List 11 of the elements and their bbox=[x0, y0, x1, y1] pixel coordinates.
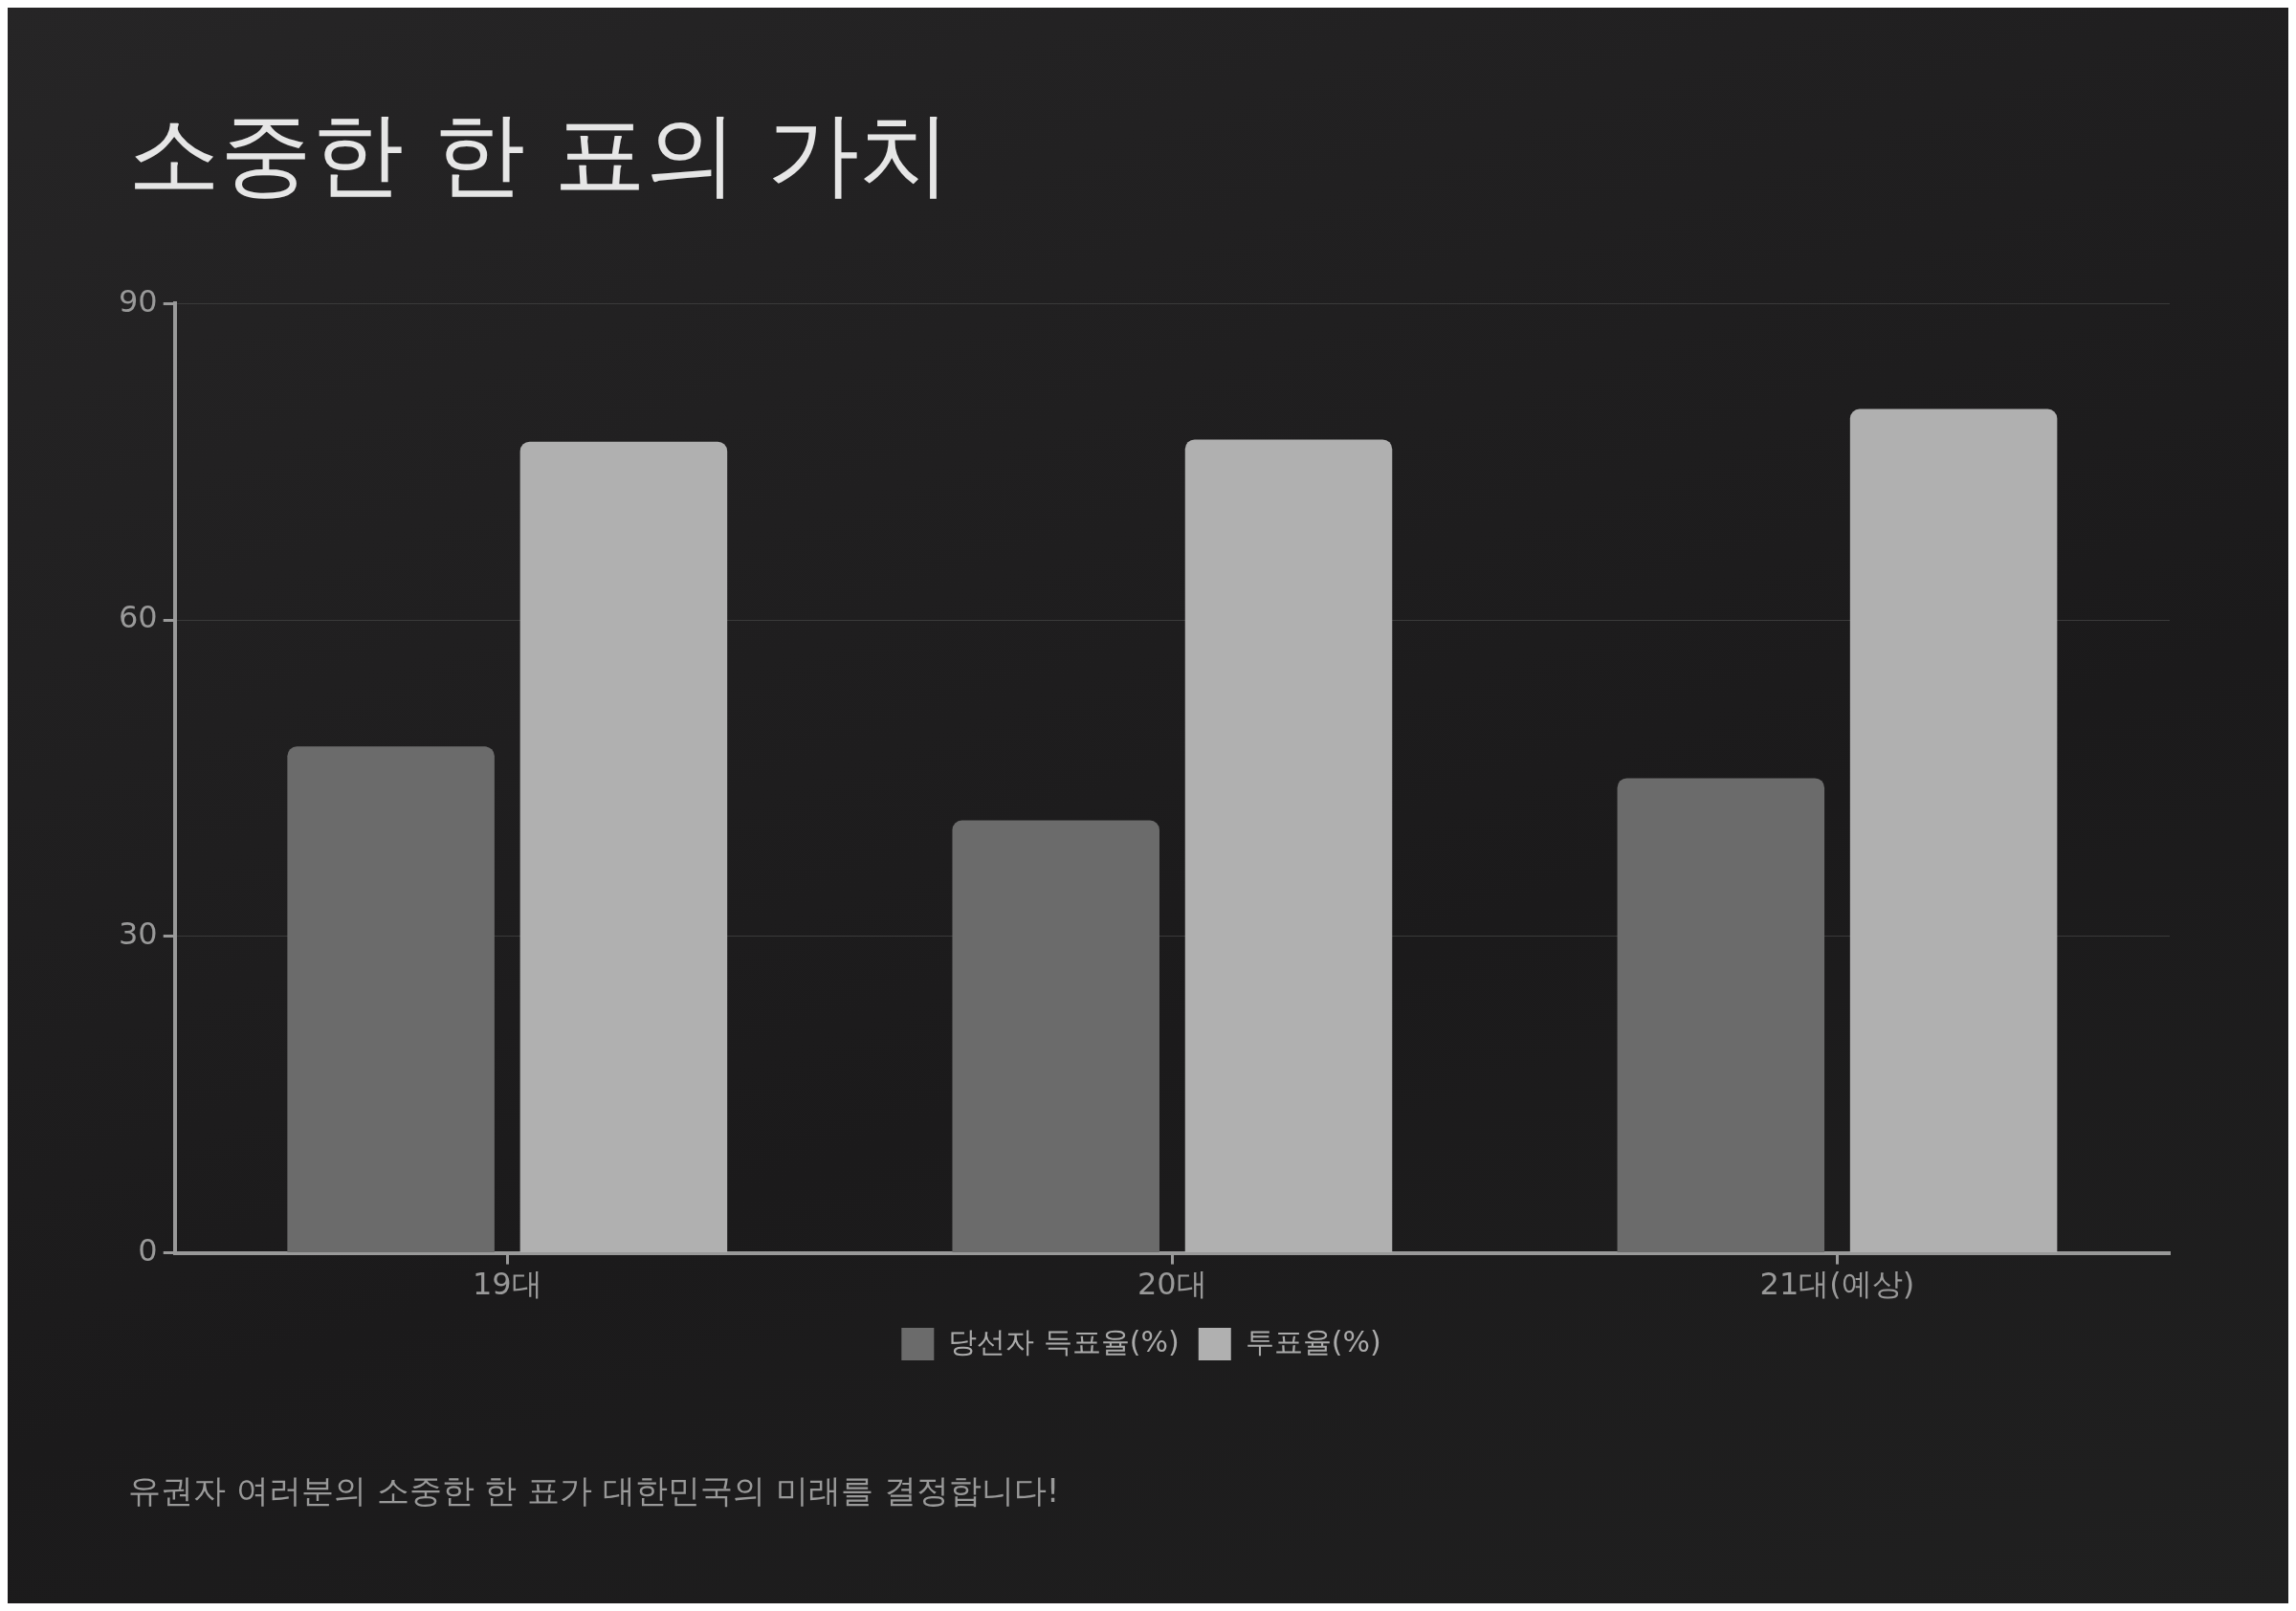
x-tick-label: 19대 bbox=[472, 1266, 542, 1303]
x-tick-label: 20대 bbox=[1137, 1266, 1207, 1303]
y-tick-label: 60 bbox=[119, 599, 158, 636]
y-tick-label: 90 bbox=[119, 282, 158, 320]
text: 유권자 여러분의 소중한 한 표가 대한민국의 미래를 결정합니다! bbox=[128, 1470, 1060, 1512]
legend-label: 투표율(%) bbox=[1245, 1324, 1381, 1358]
legend-label: 당선자 득표율(%) bbox=[948, 1324, 1180, 1358]
x-tick-label: 21대(예상) bbox=[1759, 1266, 1915, 1303]
y-tick-label: 0 bbox=[138, 1231, 158, 1269]
y-tick-label: 30 bbox=[119, 916, 158, 953]
chart-title: 소중한 한 표의 가치 bbox=[128, 99, 951, 210]
